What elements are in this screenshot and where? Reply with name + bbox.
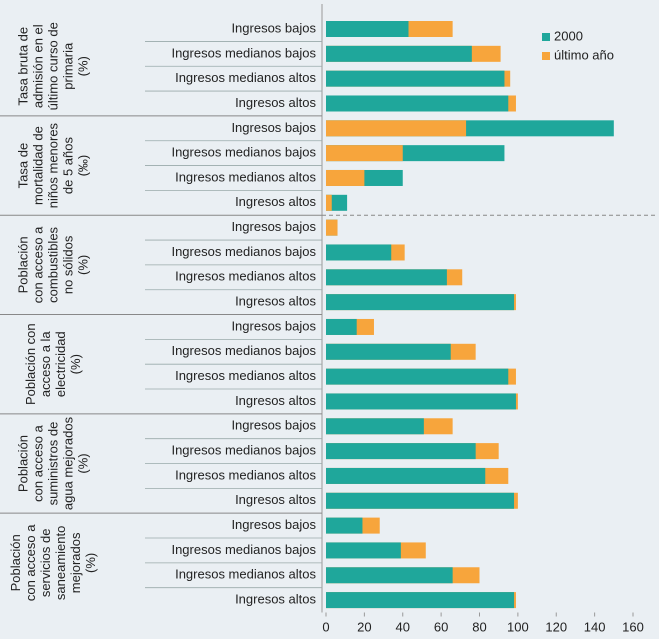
bar [326,467,486,484]
row-label: Ingresos altos [235,95,316,110]
group-label: Tasa bruta de [15,27,30,106]
bar [326,592,515,609]
x-tick-label: 20 [357,619,371,634]
row-label: Ingresos bajos [231,418,316,433]
group-label: mejorados [68,532,83,593]
row-label: Ingresos bajos [231,20,316,35]
group-label: (%) [68,354,83,374]
row-label: Ingresos medianos bajos [171,45,316,60]
x-tick-label: 80 [472,619,486,634]
bar [326,343,451,360]
bar [326,244,392,261]
bar [326,492,515,509]
row-label: Ingresos altos [235,194,316,209]
row-label: Ingresos medianos altos [175,567,316,582]
row-label: Ingresos altos [235,294,316,309]
group-label: servicios de [38,529,53,598]
row-label: Ingresos medianos altos [175,269,316,284]
group-label: (%) [75,453,90,473]
group-label: (%) [75,56,90,76]
row-label: Ingresos medianos altos [175,368,316,383]
bar [326,70,505,87]
group-label: acceso a la [38,331,53,398]
group-label: con acceso a [23,524,38,601]
row-label: Ingresos bajos [231,219,316,234]
group-label: con acceso a [30,226,45,303]
bar [326,120,467,137]
bar [326,393,516,410]
group-label: Población con [23,323,38,405]
legend-swatch [542,52,550,60]
legend-swatch [542,33,550,41]
group-label: no sólidos [60,235,75,294]
row-label: Ingresos altos [235,592,316,607]
bar [326,194,332,211]
group-label: saneamiento [53,526,68,600]
group-label: (‰) [75,155,90,177]
bar [326,169,365,186]
row-label: Ingresos medianos bajos [171,542,316,557]
legend-label: 2000 [554,28,583,43]
row-label: Ingresos medianos bajos [171,145,316,160]
bar [326,567,453,584]
row-label: Ingresos bajos [231,517,316,532]
group-label: primaria [60,42,75,90]
group-label: Tasa de [15,143,30,189]
x-tick-label: 140 [584,619,606,634]
x-tick-label: 60 [434,619,448,634]
bar [326,368,509,385]
x-tick-label: 40 [396,619,410,634]
group-label: (%) [83,553,98,573]
group-label: Población [15,435,30,492]
group-label: combustibles [45,226,60,302]
row-label: Ingresos medianos altos [175,169,316,184]
bar [326,269,447,286]
row-label: Ingresos medianos bajos [171,443,316,458]
group-label: suministros de [45,422,60,506]
row-label: Ingresos altos [235,393,316,408]
row-label: Ingresos bajos [231,318,316,333]
x-tick-label: 160 [622,619,644,634]
bar [326,443,476,460]
bar [326,219,338,236]
row-label: Ingresos medianos bajos [171,244,316,259]
bar [326,21,409,37]
bar [326,542,401,559]
bar [326,95,509,112]
group-label: Población [8,534,23,591]
group-label: mortalidad de [30,126,45,205]
group-label: electricidad [53,331,68,397]
bar [326,45,472,62]
group-label: agua mejorados [60,416,75,510]
x-tick-label: 120 [545,619,567,634]
row-label: Ingresos medianos altos [175,70,316,85]
group-label: admisión en el [30,24,45,108]
x-tick-label: 100 [507,619,529,634]
bar [326,318,357,335]
bar [326,294,515,311]
row-label: Ingresos bajos [231,120,316,135]
x-tick-label: 0 [322,619,329,634]
legend-label: último año [554,47,614,62]
bar [326,418,424,435]
group-label: de 5 años [60,137,75,195]
row-label: Ingresos medianos bajos [171,343,316,358]
group-label: con acceso a [30,424,45,501]
group-label: último curso de [45,22,60,110]
bar [326,145,403,162]
group-label: niños menores [45,122,60,208]
row-label: Ingresos altos [235,492,316,507]
bar [326,517,363,534]
group-label: Población [15,236,30,293]
row-label: Ingresos medianos altos [175,467,316,482]
group-label: (%) [75,255,90,275]
